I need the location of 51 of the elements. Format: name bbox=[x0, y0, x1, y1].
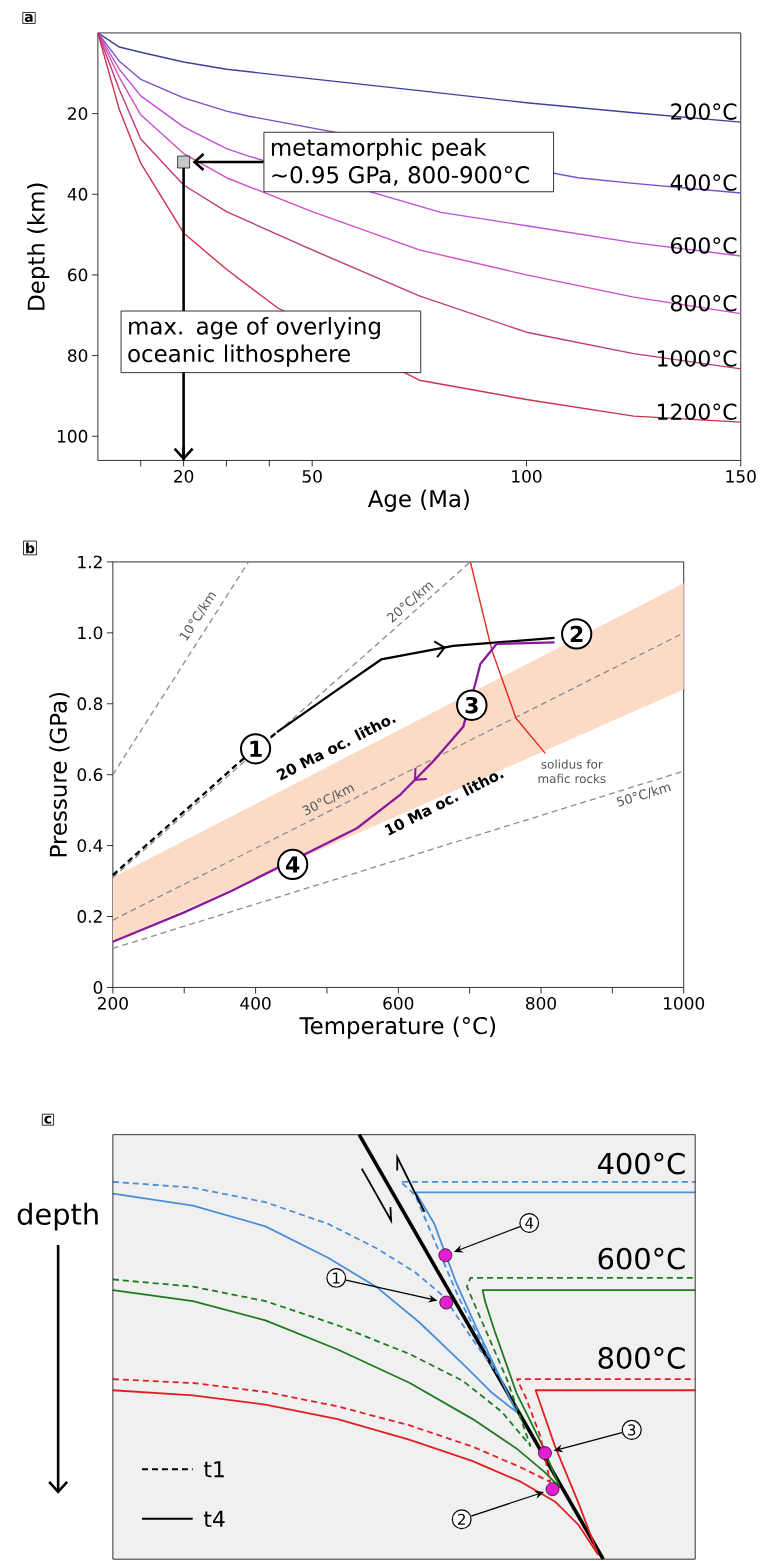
x-tick-label: 200 bbox=[97, 996, 128, 1010]
x-tick-label: 800 bbox=[525, 996, 556, 1010]
x-tick-label: 400 bbox=[240, 996, 271, 1010]
series-label: 200°C bbox=[671, 103, 737, 120]
series-label: 600°C bbox=[670, 237, 737, 254]
annotation: 3 bbox=[465, 696, 478, 714]
y-tick-label: 100 bbox=[57, 429, 88, 443]
y-tick-label: 0.4 bbox=[77, 839, 103, 852]
y-axis-title: Pressure (GPa) bbox=[49, 692, 70, 857]
x-tick-label: 1000 bbox=[663, 996, 705, 1010]
text: 400°C bbox=[597, 1152, 685, 1175]
y-axis-title: Depth (km) bbox=[27, 183, 50, 310]
x-axis-title: Temperature (°C) bbox=[299, 1016, 495, 1039]
text: 600°C bbox=[598, 1247, 685, 1270]
annotation: 2 bbox=[570, 625, 583, 643]
series-label: 800°C bbox=[670, 294, 737, 312]
text: c bbox=[44, 1115, 52, 1124]
text: 1 bbox=[333, 1272, 340, 1284]
annotation: 1 bbox=[250, 740, 262, 757]
y-tick-label: 0.2 bbox=[77, 910, 102, 923]
annotation: solidus for mafic rocks bbox=[538, 759, 606, 784]
x-tick-label: 100 bbox=[512, 469, 542, 483]
y-tick-label: 60 bbox=[67, 268, 88, 282]
ref-line-label: max. age of overlying oceanic lithosphere bbox=[128, 317, 380, 367]
text: depth bbox=[17, 1202, 98, 1231]
y-tick-label: 20 bbox=[67, 107, 88, 120]
chart-title: a bbox=[24, 13, 33, 22]
series-label: 1000°C bbox=[657, 350, 737, 367]
y-tick-label: 1.0 bbox=[78, 626, 103, 640]
chart-title: b bbox=[26, 542, 35, 554]
x-axis-title: Age (Ma) bbox=[367, 489, 469, 512]
x-tick-label: 150 bbox=[726, 469, 756, 483]
x-tick-label: 50 bbox=[302, 469, 322, 483]
series-label: 1200°C bbox=[657, 403, 737, 420]
y-tick-label: 0.6 bbox=[77, 768, 103, 782]
y-tick-label: 0 bbox=[93, 981, 103, 994]
text: t1 bbox=[203, 1461, 224, 1478]
text: 4 bbox=[525, 1217, 534, 1229]
x-tick-label: 600 bbox=[383, 996, 414, 1010]
y-tick-label: 0.8 bbox=[77, 697, 103, 711]
y-tick-label: 80 bbox=[67, 349, 88, 362]
series-label: 400°C bbox=[670, 174, 737, 191]
text: 3 bbox=[628, 1424, 636, 1436]
text: 2 bbox=[457, 1513, 465, 1525]
annotation: 4 bbox=[285, 856, 300, 873]
y-tick-label: 1.2 bbox=[78, 555, 102, 569]
text: 800°C bbox=[598, 1347, 685, 1369]
x-tick-label: 20 bbox=[173, 469, 194, 483]
text: t4 bbox=[203, 1510, 225, 1527]
y-tick-label: 40 bbox=[67, 187, 88, 201]
annotation: metamorphic peak ~0.95 GPa, 800-900°C bbox=[271, 138, 529, 186]
